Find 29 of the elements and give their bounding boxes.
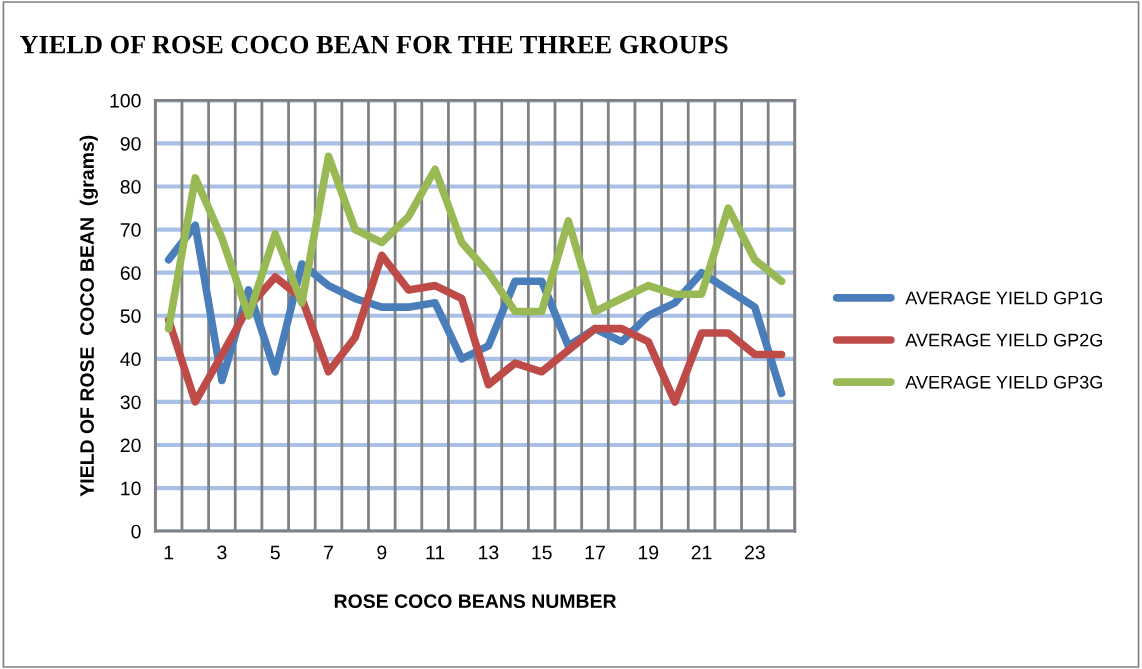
y-tick-label: 20 bbox=[120, 438, 141, 453]
legend-label: AVERAGE YIELD GP3G bbox=[905, 375, 1102, 389]
y-tick-label: 60 bbox=[120, 266, 141, 280]
x-tick-label: 3 bbox=[217, 545, 227, 560]
x-tick-label: 13 bbox=[479, 545, 499, 560]
x-tick-label: 11 bbox=[426, 545, 445, 560]
legend-label: AVERAGE YIELD GP1G bbox=[905, 291, 1102, 305]
y-tick-label: 50 bbox=[120, 309, 141, 323]
y-tick-label: 100 bbox=[110, 93, 141, 108]
x-tick-label: 7 bbox=[324, 545, 333, 560]
x-axis-title: ROSE COCO BEANS NUMBER bbox=[334, 594, 617, 609]
y-tick-label: 30 bbox=[120, 395, 141, 410]
y-tick-label: 90 bbox=[120, 136, 141, 151]
x-tick-label: 1 bbox=[164, 545, 174, 560]
x-tick-label: 17 bbox=[585, 545, 605, 560]
x-tick-label: 5 bbox=[270, 545, 280, 560]
x-tick-label: 19 bbox=[638, 545, 659, 560]
y-tick-label: 40 bbox=[120, 352, 141, 367]
legend-label: AVERAGE YIELD GP2G bbox=[905, 333, 1102, 347]
x-tick-label: 23 bbox=[745, 545, 765, 560]
y-axis-title: YIELD OF ROSE COCO BEAN (grams) bbox=[79, 135, 98, 497]
x-tick-label: 15 bbox=[532, 545, 552, 560]
chart-title: YIELD OF ROSE COCO BEAN FOR THE THREE GROUPS bbox=[19, 35, 728, 54]
x-tick-label: 21 bbox=[691, 545, 712, 560]
y-tick-label: 80 bbox=[120, 179, 141, 194]
y-tick-label: 10 bbox=[121, 481, 141, 496]
y-tick-label: 0 bbox=[131, 524, 141, 539]
y-tick-label: 70 bbox=[120, 223, 141, 237]
x-tick-label: 9 bbox=[377, 545, 387, 560]
